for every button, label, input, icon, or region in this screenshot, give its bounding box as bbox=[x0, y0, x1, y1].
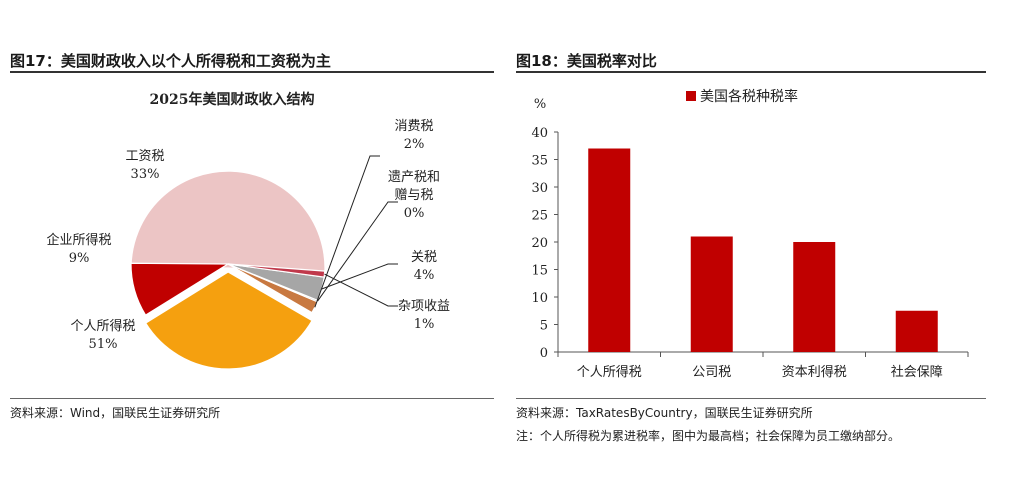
left-title-rule bbox=[10, 71, 494, 73]
pie-value-payroll: 33% bbox=[131, 167, 160, 182]
left-source: 资料来源：Wind，国联民生证券研究所 bbox=[10, 406, 221, 420]
y-tick-label: 10 bbox=[531, 291, 548, 306]
pie-slice-personal bbox=[130, 170, 326, 274]
bar-chart: % 美国各税种税率 0 5 10 15 20 25 30 35 40 个人所得税 公司税 资本利得税 社会保… bbox=[531, 88, 969, 380]
y-tick-label: 25 bbox=[531, 209, 548, 224]
y-tick-label: 30 bbox=[531, 181, 548, 196]
y-tick-label: 35 bbox=[531, 154, 548, 169]
right-source: 资料来源：TaxRatesByCountry，国联民生证券研究所 bbox=[516, 406, 813, 420]
left-figure-title: 图17：美国财政收入以个人所得税和工资税为主 bbox=[10, 52, 331, 70]
pie-value-estate: 0% bbox=[404, 206, 425, 221]
right-note: 注：个人所得税为累进税率，图中为最高档；社会保障为员工缴纳部分。 bbox=[516, 429, 901, 443]
right-figure-title: 图18：美国税率对比 bbox=[516, 52, 657, 70]
y-tick-label: 20 bbox=[531, 236, 548, 251]
x-tick-label: 个人所得税 bbox=[577, 364, 642, 380]
bar-3 bbox=[895, 310, 938, 352]
bar-0 bbox=[588, 148, 631, 352]
pie-label-consumption: 消费税 bbox=[394, 119, 433, 134]
legend-swatch bbox=[686, 91, 696, 101]
y-tick-label: 0 bbox=[540, 346, 548, 361]
pie-label-misc: 杂项收益 bbox=[398, 299, 450, 314]
pie-label-corporate: 企业所得税 bbox=[46, 232, 111, 248]
pie-slice-misc bbox=[227, 263, 326, 278]
pie-value-customs: 4% bbox=[414, 268, 435, 283]
y-tick-label: 5 bbox=[540, 319, 548, 334]
pie-label-payroll: 工资税 bbox=[125, 149, 164, 164]
pie-label-personal: 个人所得税 bbox=[70, 318, 135, 334]
pie-leader-customs bbox=[321, 263, 398, 290]
pie-value-consumption: 2% bbox=[404, 137, 425, 152]
x-tick-label: 资本利得税 bbox=[782, 364, 847, 380]
right-title-rule bbox=[516, 71, 986, 73]
pie-slice-corporate bbox=[130, 262, 231, 316]
pie-value-misc: 1% bbox=[414, 317, 435, 332]
pie-value-corporate: 9% bbox=[69, 251, 90, 266]
x-tick-label: 社会保障 bbox=[891, 364, 943, 380]
pie-leader-estate bbox=[317, 201, 398, 302]
bar-2 bbox=[793, 242, 836, 352]
y-tick-label: 15 bbox=[531, 264, 548, 279]
left-source-rule bbox=[10, 398, 494, 399]
bar-1 bbox=[690, 236, 733, 352]
pie-value-personal: 51% bbox=[89, 337, 118, 352]
pie-label-customs: 关税 bbox=[411, 250, 437, 265]
y-tick-label: 40 bbox=[531, 126, 548, 141]
legend-label: 美国各税种税率 bbox=[700, 88, 798, 105]
right-source-rule bbox=[516, 398, 986, 399]
pie-leader-misc bbox=[324, 273, 398, 307]
pie-slice-payroll bbox=[144, 271, 313, 370]
y-axis-unit: % bbox=[534, 97, 546, 112]
pie-title: 2025年美国财政收入结构 bbox=[150, 91, 315, 108]
pie-label-estate: 遗产税和赠与税 bbox=[388, 170, 440, 203]
pie-leader-consumption bbox=[314, 155, 380, 308]
x-tick-label: 公司税 bbox=[692, 365, 731, 380]
